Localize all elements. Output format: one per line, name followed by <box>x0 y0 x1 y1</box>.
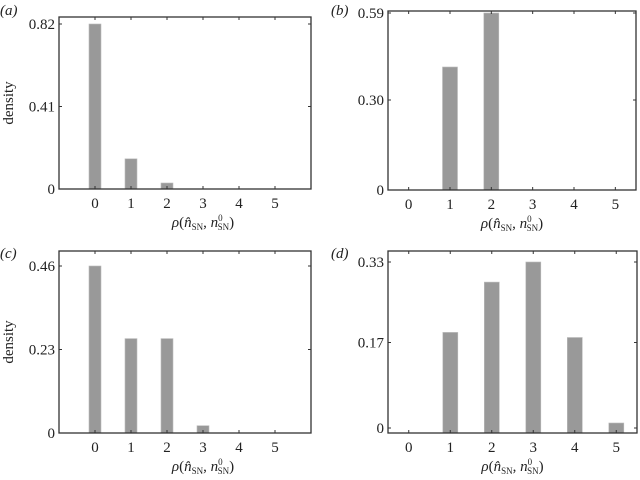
axes-frame <box>387 10 637 191</box>
x-tick-label: 2 <box>488 440 496 456</box>
x-tick-label: 3 <box>529 197 537 213</box>
bar-2 <box>160 338 174 434</box>
y-tick-label: 0 <box>377 421 385 437</box>
x-tick-label: 4 <box>570 197 578 213</box>
x-axis-label: ρ(n̂SN, n0 SN) <box>480 214 543 233</box>
axes-frame <box>387 250 638 434</box>
panel-label: (c) <box>0 246 17 262</box>
bar-4 <box>566 337 583 434</box>
x-axis-label: ρ(n̂SN, n0 SN) <box>171 457 234 475</box>
x-tick-label: 5 <box>271 440 279 456</box>
y-axis-label: density <box>1 320 17 364</box>
axes-frame <box>58 16 312 190</box>
bar-2 <box>483 12 500 191</box>
y-tick-label: 0.23 <box>29 343 55 359</box>
panel-d: 0 1 2 3 4 5 0 0.17 0.33 (d) ρ(n̂SN, n0 SN) <box>331 246 638 476</box>
x-tick-label: 2 <box>163 440 171 456</box>
x-tick-label: 0 <box>405 440 413 456</box>
x-tick-label: 5 <box>612 197 620 213</box>
panel-label: (a) <box>0 3 18 19</box>
x-tick-label: 0 <box>91 440 99 456</box>
x-tick-label: 2 <box>488 197 496 213</box>
y-tick-label: 0.46 <box>29 259 56 275</box>
bar-3 <box>525 261 542 434</box>
y-tick-label: 0.41 <box>29 100 55 116</box>
x-axis-label: ρ(n̂SN, n0 SN) <box>171 213 234 232</box>
axes-frame <box>58 250 312 434</box>
panel-b: 0 1 2 3 4 5 0 0.30 0.59 (b) ρ(n̂SN, n0 SN) <box>331 3 637 233</box>
x-tick-label: 5 <box>613 440 621 456</box>
x-tick-label: 3 <box>199 196 207 212</box>
x-tick-label: 3 <box>199 440 207 456</box>
y-tick-label: 0.33 <box>358 255 384 271</box>
x-tick-label: 4 <box>235 196 243 212</box>
bar-2 <box>483 281 500 434</box>
y-tick-label: 0 <box>377 183 385 199</box>
panel-label: (b) <box>331 3 349 19</box>
y-tick-label: 0 <box>48 182 56 198</box>
panel-c: 0 1 2 3 4 5 0 0.23 0.46 (c) density ρ(n̂SN, n0 SN) <box>0 246 312 476</box>
y-tick-label: 0.82 <box>29 17 55 33</box>
bar-1 <box>124 338 138 434</box>
x-tick-label: 5 <box>271 196 279 212</box>
y-axis-label: density <box>1 81 17 125</box>
x-tick-label: 2 <box>163 196 171 212</box>
bar-1 <box>442 332 459 434</box>
bar-0 <box>88 265 102 434</box>
bar-1 <box>124 158 138 190</box>
bar-0 <box>88 23 102 190</box>
x-tick-label: 1 <box>447 440 455 456</box>
x-tick-label: 4 <box>571 440 579 456</box>
x-tick-label: 4 <box>235 440 243 456</box>
panel-label: (d) <box>331 246 349 262</box>
x-axis-label: ρ(n̂SN, n0 SN) <box>480 457 543 475</box>
x-tick-label: 3 <box>530 440 538 456</box>
x-tick-label: 1 <box>127 440 135 456</box>
y-tick-label: 0.59 <box>358 6 384 22</box>
y-tick-label: 0.30 <box>358 93 384 109</box>
x-tick-label: 0 <box>405 197 413 213</box>
bar-1 <box>442 66 458 191</box>
x-tick-label: 1 <box>127 196 135 212</box>
panel-a: 0 1 2 3 4 5 0 0.41 0.82 (a) density ρ(n̂SN, n0 SN) <box>0 3 312 232</box>
x-tick-label: 1 <box>446 197 454 213</box>
y-tick-label: 0.17 <box>358 335 385 351</box>
y-tick-label: 0 <box>48 426 56 442</box>
x-tick-label: 0 <box>91 196 99 212</box>
